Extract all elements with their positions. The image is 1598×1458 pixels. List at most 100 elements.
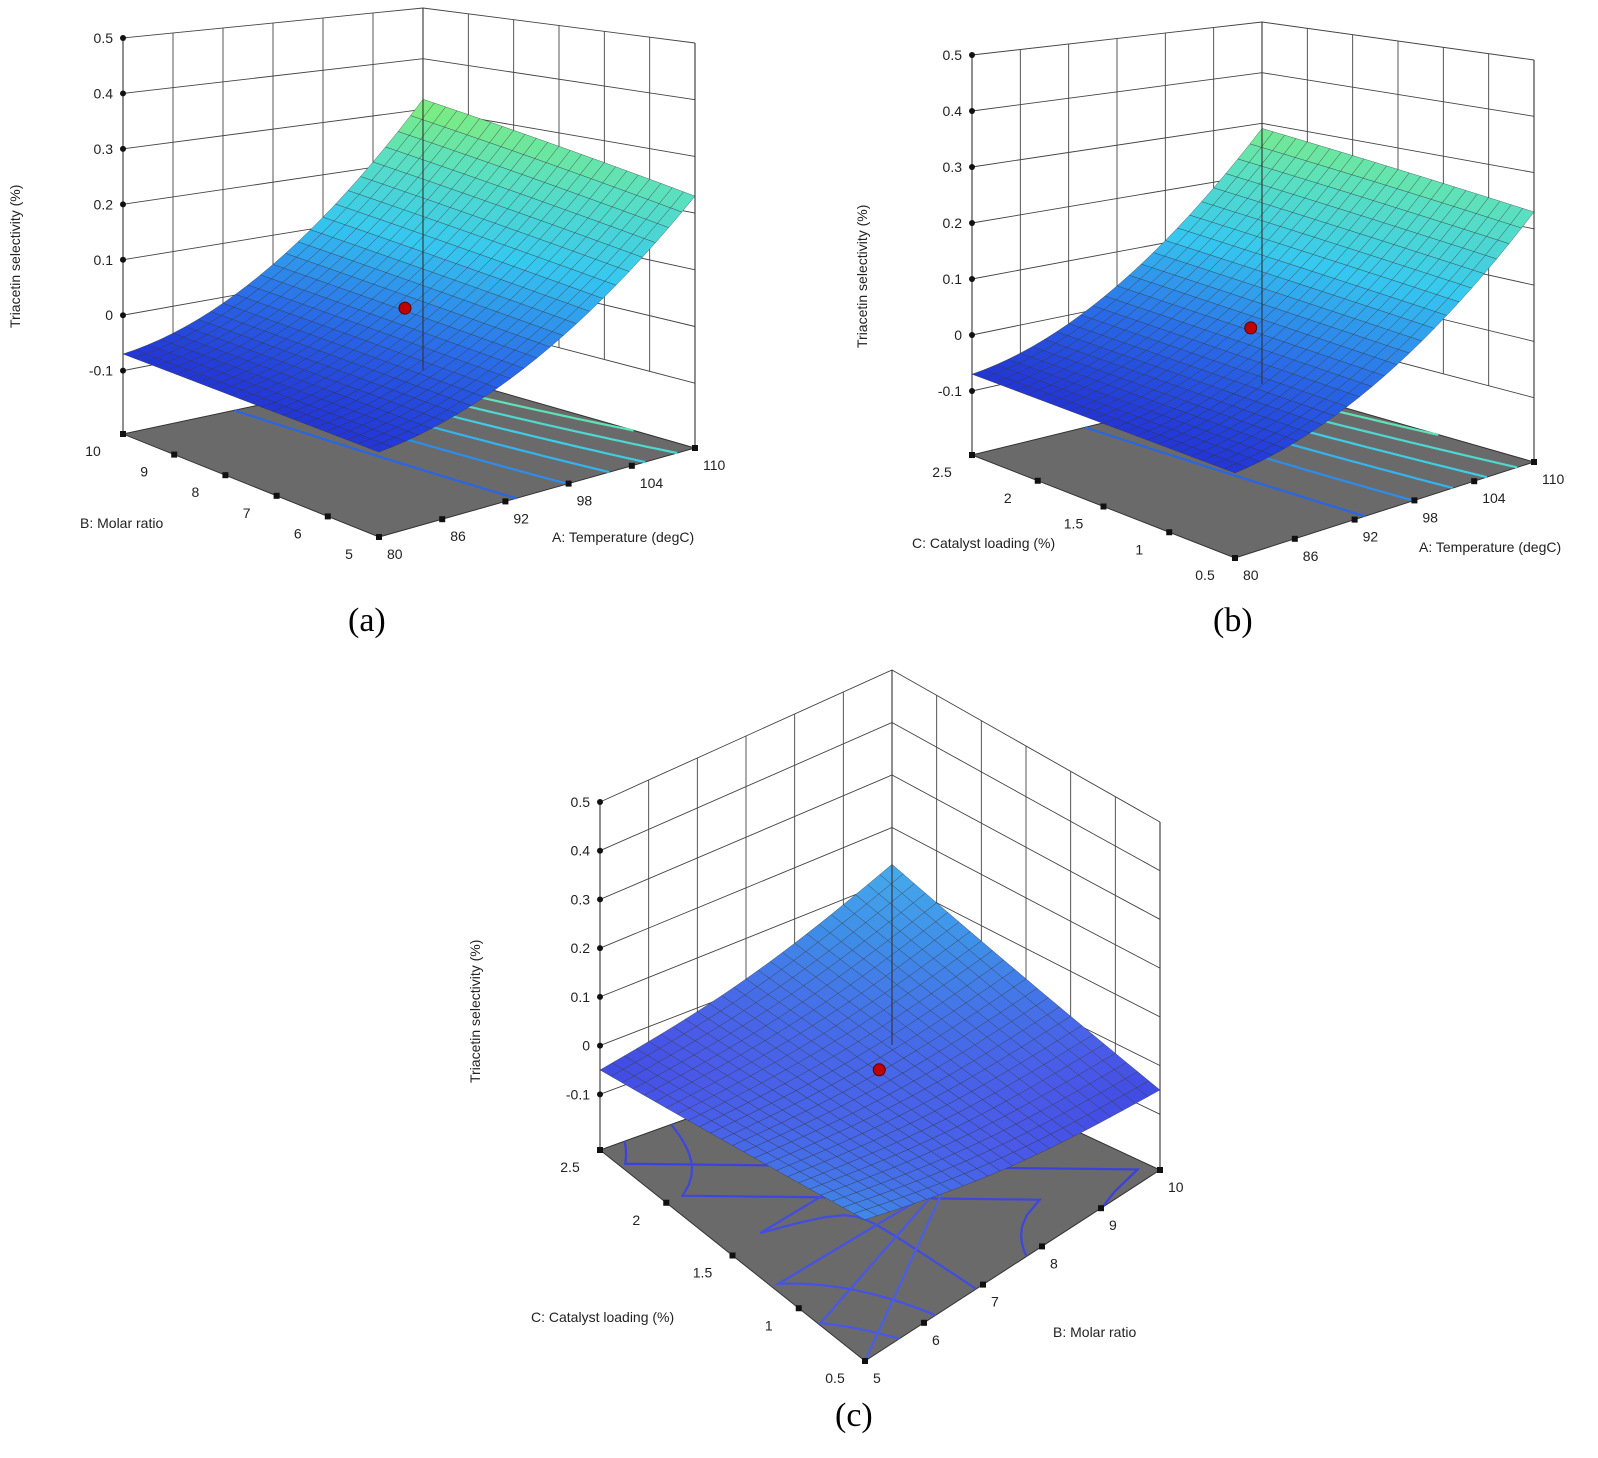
y-tick-label: 8 [192, 484, 200, 500]
x-tick-mark [1098, 1205, 1104, 1212]
z-axis-label: Triacetin selectivity (%) [7, 185, 23, 328]
y-tick-label: 1 [1135, 541, 1143, 557]
x-tick-mark [628, 462, 635, 469]
design-point-marker [398, 301, 412, 315]
contour-line [670, 1123, 1043, 1257]
x-tick-label: 92 [513, 510, 529, 526]
z-tick-label: 0.4 [943, 103, 963, 119]
x-tick-label: 110 [1542, 471, 1565, 487]
z-tick-mark [120, 90, 126, 97]
caption-a: (a) [348, 602, 386, 639]
z-tick-label: 0.1 [571, 989, 591, 1005]
z-axis-label: Triacetin selectivity (%) [854, 205, 870, 348]
x-tick-mark [921, 1319, 927, 1326]
y-tick-label: 1 [765, 1317, 773, 1333]
caption-c: (c) [835, 1397, 873, 1434]
y-tick-label: 2 [632, 1212, 640, 1228]
x-tick-mark [980, 1281, 986, 1288]
wall-gridline [971, 21, 1535, 61]
x-tick-label: 110 [703, 457, 726, 473]
z-tick-mark [969, 332, 975, 338]
z-tick-mark [969, 52, 975, 58]
y-tick-label: 6 [294, 525, 302, 541]
y-tick-mark [1232, 555, 1238, 561]
z-tick-mark [969, 276, 975, 282]
y-tick-mark [273, 492, 280, 499]
z-tick-mark [597, 847, 603, 854]
y-tick-label: 7 [243, 505, 251, 521]
x-tick-mark [1351, 516, 1358, 523]
y-tick-mark [969, 452, 975, 458]
z-tick-label: 0.5 [571, 794, 591, 810]
x-tick-label: 5 [873, 1370, 881, 1386]
y-tick-mark [663, 1199, 670, 1206]
y-tick-mark [795, 1305, 802, 1312]
x-tick-mark [1471, 478, 1478, 485]
x-tick-label: 104 [1482, 490, 1506, 506]
x-tick-label: 86 [1303, 548, 1319, 564]
x-tick-label: 10 [1168, 1179, 1184, 1195]
contour-line [1084, 426, 1366, 518]
z-axis-label: Triacetin selectivity (%) [467, 940, 483, 1083]
z-tick-mark [597, 1091, 603, 1098]
z-tick-mark [597, 993, 603, 1000]
y-tick-mark [729, 1252, 736, 1259]
x-tick-label: 9 [1109, 1217, 1117, 1233]
z-tick-mark [969, 164, 975, 170]
z-tick-label: -0.1 [89, 363, 113, 379]
y-tick-mark [222, 472, 229, 479]
x-axis-label: B: Molar ratio [1053, 1324, 1136, 1340]
x-tick-label: 98 [577, 493, 593, 509]
x-tick-label: 8 [1050, 1255, 1058, 1271]
y-tick-label: 10 [85, 443, 101, 459]
z-tick-mark [597, 945, 603, 952]
contour-line [623, 1140, 1141, 1209]
chart-panel-c: 5 6 7 8 9 10 0.5 1 1.5 2 2.5 -0.1 0 0.1 0.2 0.3 0.4 0.5 T… [467, 669, 1184, 1434]
y-tick-label: 1.5 [1064, 516, 1084, 532]
z-tick-mark [969, 108, 975, 114]
z-tick-label: 0.4 [571, 843, 591, 859]
z-tick-label: 0.2 [943, 215, 963, 231]
surface-cell [367, 442, 393, 453]
y-axis-label: C: Catalyst loading (%) [912, 535, 1055, 551]
z-tick-label: 0.3 [94, 141, 114, 157]
y-axis-label: C: Catalyst loading (%) [531, 1309, 674, 1325]
z-tick-label: -0.1 [566, 1086, 590, 1102]
y-axis-label: B: Molar ratio [80, 515, 163, 531]
z-tick-label: 0 [954, 327, 962, 343]
y-tick-mark [376, 534, 382, 540]
x-tick-label: 98 [1422, 509, 1438, 525]
z-tick-mark [597, 896, 603, 903]
wall-gridline [599, 721, 1161, 872]
z-tick-label: 0.2 [94, 196, 114, 212]
y-tick-mark [597, 1147, 603, 1153]
y-tick-label: 0.5 [825, 1370, 845, 1386]
x-tick-mark [1157, 1167, 1163, 1173]
caption-b: (b) [1213, 602, 1253, 639]
x-tick-mark [1411, 497, 1418, 504]
contour-line [233, 409, 517, 500]
y-tick-label: 1.5 [693, 1265, 713, 1281]
y-tick-label: 0.5 [1195, 567, 1215, 583]
z-tick-label: -0.1 [938, 383, 962, 399]
x-tick-mark [439, 516, 446, 523]
wall-gridline [122, 58, 696, 101]
surface-cell [853, 1209, 878, 1220]
z-tick-label: 0.3 [571, 891, 591, 907]
x-tick-mark [1531, 459, 1537, 465]
design-point-marker [872, 1063, 886, 1077]
x-tick-label: 6 [932, 1332, 940, 1348]
y-tick-mark [1100, 503, 1107, 510]
y-tick-mark [1034, 477, 1041, 484]
x-tick-label: 104 [640, 475, 664, 491]
z-tick-mark [597, 799, 603, 805]
z-tick-label: 0.1 [943, 271, 963, 287]
y-tick-mark [1166, 529, 1173, 536]
y-tick-label: 5 [345, 546, 353, 562]
z-tick-label: 0 [582, 1038, 590, 1054]
z-tick-mark [120, 367, 126, 374]
surface-cell [1223, 463, 1248, 474]
z-tick-mark [120, 201, 126, 208]
x-tick-mark [692, 445, 698, 451]
y-tick-mark [862, 1358, 868, 1364]
